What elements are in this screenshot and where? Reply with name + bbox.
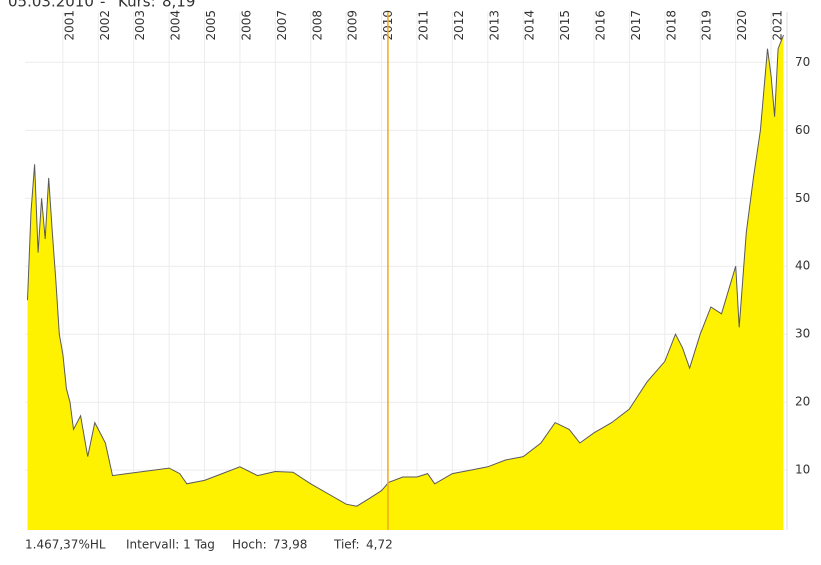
price-line: [27, 34, 784, 507]
x-tick-label: 2012: [452, 10, 466, 41]
x-tick-label: 2005: [204, 10, 218, 41]
x-tick-label: 2002: [98, 10, 112, 41]
footer-performance: 1.467,37%HL: [25, 538, 106, 552]
header-value: 8,19: [162, 0, 195, 11]
y-tick-label: 60: [795, 123, 810, 137]
footer-low-label: Tief:: [333, 538, 360, 552]
header-date: 05.03.2010: [8, 0, 94, 11]
y-tick-label: 20: [795, 395, 810, 409]
y-tick-label: 70: [795, 55, 810, 69]
x-tick-label: 2021: [771, 10, 785, 41]
x-tick-label: 2019: [700, 10, 714, 41]
x-tick-label: 2009: [346, 10, 360, 41]
y-tick-label: 50: [795, 191, 810, 205]
y-tick-label: 10: [795, 463, 810, 477]
y-tick-label: 30: [795, 327, 810, 341]
x-tick-label: 2006: [239, 10, 253, 41]
x-tick-label: 2007: [275, 10, 289, 41]
footer-interval: Intervall: 1 Tag: [126, 538, 215, 552]
header-sep: -: [100, 0, 105, 11]
footer-high: 73,98: [273, 538, 307, 552]
x-tick-label: 2003: [133, 10, 147, 41]
x-tick-label: 2020: [735, 10, 749, 41]
x-tick-label: 2008: [310, 10, 324, 41]
x-tick-label: 2016: [594, 10, 608, 41]
x-tick-label: 2018: [664, 10, 678, 41]
x-tick-label: 2017: [629, 10, 643, 41]
footer-low: 4,72: [366, 538, 393, 552]
x-tick-label: 2001: [62, 10, 76, 41]
x-tick-label: 2004: [169, 10, 183, 41]
y-tick-label: 40: [795, 259, 810, 273]
header-label: Kurs:: [118, 0, 156, 11]
x-tick-label: 2013: [487, 10, 501, 41]
x-tick-label: 2011: [416, 10, 430, 41]
x-tick-label: 2014: [523, 10, 537, 41]
x-tick-label: 2015: [558, 10, 572, 41]
area-fill: [27, 35, 784, 530]
footer-high-label: Hoch:: [232, 538, 267, 552]
